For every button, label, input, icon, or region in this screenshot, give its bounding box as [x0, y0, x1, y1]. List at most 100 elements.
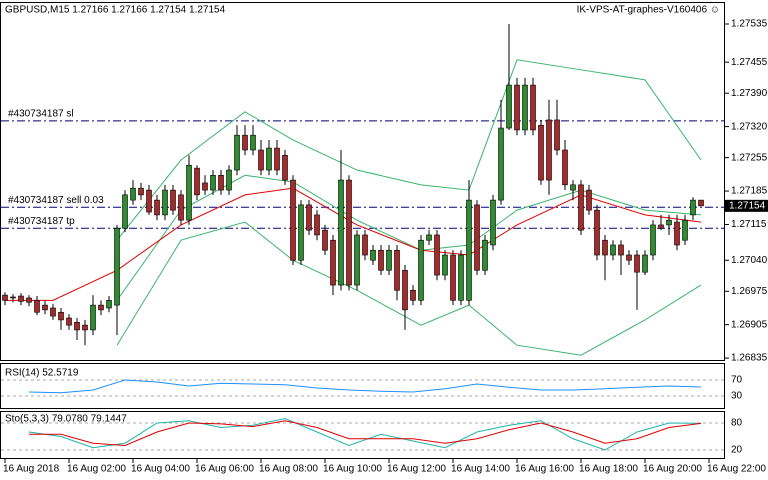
candle-body	[546, 119, 552, 181]
current-price: 1.27154	[729, 200, 766, 211]
y-tick-label: 80	[731, 418, 743, 429]
candle-body	[338, 179, 344, 286]
candle-body	[538, 124, 544, 181]
pane-title: RSI(14) 52.5719	[5, 368, 79, 379]
y-tick-label: 1.26975	[731, 286, 768, 297]
candle-body	[346, 179, 352, 286]
candle-body	[82, 324, 88, 331]
candle-body	[306, 204, 312, 231]
candle-body	[178, 194, 184, 221]
candle-body	[66, 317, 72, 326]
candle-body	[2, 294, 8, 301]
x-tick-label: 16 Aug 08:00	[259, 464, 318, 475]
bollinger-upper	[116, 59, 702, 241]
candle-body	[610, 244, 616, 256]
candle-body	[378, 249, 384, 271]
candle-body	[690, 199, 696, 216]
candle-body	[170, 189, 176, 211]
candle-body	[482, 239, 488, 271]
y-tick-label: 1.26905	[731, 319, 768, 330]
y-tick-label: 20	[731, 445, 743, 456]
candle-body	[154, 199, 160, 216]
pane-title: Sto(5,3,3) 79.0780 79.1447	[5, 414, 127, 425]
candle-body	[514, 84, 520, 131]
candle-body	[74, 321, 80, 331]
candle-body	[322, 229, 328, 251]
candle-body	[362, 234, 368, 256]
x-tick-label: 16 Aug 02:00	[67, 464, 126, 475]
x-tick-label: 16 Aug 12:00	[387, 464, 446, 475]
candle-body	[42, 304, 48, 311]
candle-body	[634, 254, 640, 273]
candle-body	[314, 214, 320, 236]
candle-body	[210, 174, 216, 191]
candle-body	[10, 296, 16, 299]
candle-body	[530, 84, 536, 131]
candle-body	[698, 199, 704, 207]
candle-body	[506, 84, 512, 129]
candle-body	[354, 234, 360, 286]
price-box	[725, 199, 768, 212]
symbol-header: GBPUSD,M15 1.27166 1.27166 1.27154 1.271…	[5, 5, 226, 16]
candle-body	[186, 164, 192, 221]
x-tick-label: 16 Aug 22:00	[707, 464, 766, 475]
y-tick-label: 1.27535	[731, 19, 768, 30]
rsi-pane	[0, 363, 725, 409]
order-label: #430734187 sl	[8, 109, 74, 120]
candle-body	[410, 290, 416, 301]
candle-body	[626, 254, 632, 261]
candle-body	[298, 204, 304, 261]
candle-body	[194, 167, 200, 196]
candle-body	[466, 199, 472, 301]
x-tick-label: 16 Aug 14:00	[451, 464, 510, 475]
main-pane	[0, 2, 725, 361]
y-tick-label: 1.27455	[731, 57, 768, 68]
candle-body	[562, 149, 568, 186]
candle-body	[266, 147, 272, 171]
candle-body	[474, 204, 480, 271]
candle-body	[682, 219, 688, 241]
y-tick-label: 1.27320	[731, 121, 768, 132]
candle-body	[258, 149, 264, 171]
candle-body	[242, 134, 248, 151]
stoch-pane	[0, 411, 725, 459]
candle-body	[578, 184, 584, 231]
candle-body	[490, 199, 496, 246]
candle-body	[394, 249, 400, 291]
y-tick-label: 1.26835	[731, 353, 768, 364]
candle-body	[618, 244, 624, 256]
y-tick-label: 1.27040	[731, 255, 768, 266]
x-tick-label: 16 Aug 18:00	[579, 464, 638, 475]
y-tick-label: 30	[731, 391, 743, 402]
candle-body	[386, 249, 392, 271]
candle-body	[434, 234, 440, 276]
candle-body	[370, 249, 376, 261]
candle-body	[34, 300, 40, 313]
y-tick-label: 70	[731, 375, 743, 386]
order-label: #430734187 tp	[8, 216, 75, 227]
x-tick-label: 16 Aug 04:00	[131, 464, 190, 475]
candle-body	[114, 227, 120, 306]
y-tick-label: 1.27185	[731, 186, 768, 197]
candle-body	[218, 174, 224, 191]
candle-body	[146, 189, 152, 213]
candle-body	[50, 307, 56, 317]
candle-body	[450, 254, 456, 301]
candle-body	[58, 311, 64, 321]
candle-body	[402, 269, 408, 311]
candle-body	[106, 300, 112, 309]
candle-body	[162, 189, 168, 216]
candle-body	[202, 182, 208, 191]
candle-body	[26, 297, 32, 303]
candle-body	[130, 187, 136, 201]
indicator-line	[28, 417, 702, 451]
y-tick-label: 1.27390	[731, 88, 768, 99]
candle-body	[138, 187, 144, 196]
candle-body	[290, 179, 296, 261]
bollinger-lower	[116, 221, 702, 356]
candle-body	[90, 304, 96, 331]
order-label: #430734187 sell 0.03	[8, 195, 104, 206]
